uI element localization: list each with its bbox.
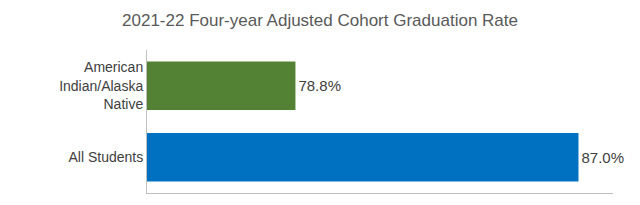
svg-text:All Students: All Students	[68, 149, 143, 165]
svg-text:AmericanIndian/AlaskaNative: AmericanIndian/AlaskaNative	[59, 59, 143, 111]
svg-text:2021-22 Four-year Adjusted Coh: 2021-22 Four-year Adjusted Cohort Gradua…	[122, 11, 518, 30]
svg-text:78.8%: 78.8%	[298, 77, 341, 94]
svg-text:87.0%: 87.0%	[581, 149, 624, 166]
